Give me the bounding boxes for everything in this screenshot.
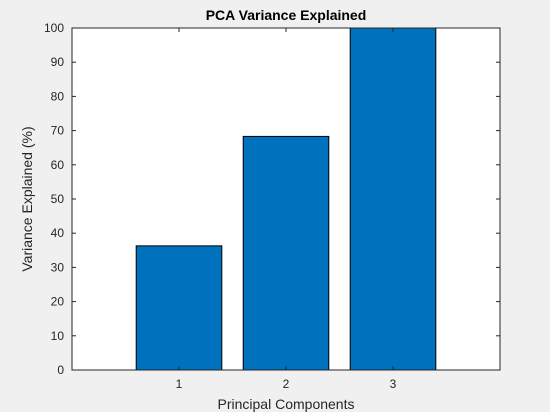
y-tick-label: 90 bbox=[51, 55, 65, 69]
y-tick-label: 80 bbox=[51, 89, 65, 103]
x-axis-label: Principal Components bbox=[218, 396, 355, 412]
y-tick-label: 20 bbox=[51, 295, 65, 309]
y-tick-label: 0 bbox=[57, 363, 64, 377]
x-tick-label: 3 bbox=[390, 377, 397, 391]
y-tick-label: 100 bbox=[44, 21, 64, 35]
y-tick-label: 70 bbox=[51, 124, 65, 138]
y-tick-label: 40 bbox=[51, 226, 65, 240]
y-tick-label: 10 bbox=[51, 329, 65, 343]
x-tick-label: 2 bbox=[283, 377, 290, 391]
bar-3 bbox=[349, 27, 437, 371]
x-axis-ticks: 1 2 3 bbox=[176, 28, 397, 391]
x-tick-label: 1 bbox=[176, 377, 183, 391]
y-tick-label: 60 bbox=[51, 158, 65, 172]
bar-1 bbox=[135, 245, 223, 371]
bars-group bbox=[135, 27, 437, 371]
y-axis-ticks: 0 10 20 30 40 50 60 70 80 90 100 bbox=[44, 21, 500, 377]
y-tick-label: 50 bbox=[51, 192, 65, 206]
y-axis-label: Variance Explained (%) bbox=[19, 126, 35, 271]
bar-2 bbox=[242, 135, 330, 371]
y-tick-label: 30 bbox=[51, 260, 65, 274]
chart-title: PCA Variance Explained bbox=[206, 7, 367, 23]
